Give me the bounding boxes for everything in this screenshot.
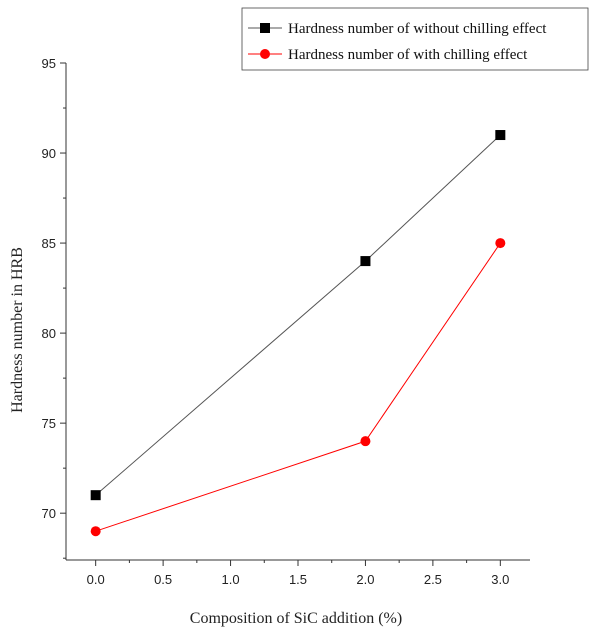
series-1-point-2 <box>495 238 506 249</box>
legend-label-1: Hardness number of with chilling effect <box>288 47 528 63</box>
series-0 <box>90 130 506 501</box>
y-tick-label-2: 80 <box>42 326 56 341</box>
legend: Hardness number of without chilling effe… <box>241 7 589 71</box>
series-1-point-0 <box>90 526 101 537</box>
legend-marker-0 <box>260 23 270 33</box>
series-0-line <box>95 134 501 496</box>
series-0-point-0 <box>90 490 101 501</box>
series-1-line <box>95 242 501 532</box>
y-tick-label-0: 70 <box>42 506 56 521</box>
legend-label-0: Hardness number of without chilling effe… <box>288 21 547 37</box>
series-1 <box>90 238 506 537</box>
series-0-point-1 <box>360 256 371 267</box>
legend-marker-1 <box>260 49 270 59</box>
x-tick-label-1: 0.5 <box>154 572 172 587</box>
legend-box <box>241 7 589 71</box>
axes <box>65 63 530 561</box>
x-tick-label-3: 1.5 <box>289 572 307 587</box>
x-tick-label-2: 1.0 <box>222 572 240 587</box>
x-tick-label-4: 2.0 <box>356 572 374 587</box>
x-tick-label-0: 0.0 <box>87 572 105 587</box>
series-0-point-2 <box>495 130 506 141</box>
y-tick-label-4: 90 <box>42 146 56 161</box>
y-tick-label-5: 95 <box>42 56 56 71</box>
series-layer <box>90 130 506 537</box>
y-tick-label-3: 85 <box>42 236 56 251</box>
x-tick-label-6: 3.0 <box>491 572 509 587</box>
x-tick-label-5: 2.5 <box>424 572 442 587</box>
y-axis-title: Hardness number in HRB <box>9 247 26 413</box>
y-tick-label-1: 75 <box>42 416 56 431</box>
series-1-point-1 <box>360 436 371 447</box>
ticks: 70 75 80 85 90 95 0.0 0.5 1.0 1.5 2.0 2.5 3.0 <box>42 56 510 587</box>
x-axis-title: Composition of SiC addition (%) <box>190 610 402 627</box>
legend-entry-0: Hardness number of without chilling effe… <box>248 21 547 37</box>
legend-entry-1: Hardness number of with chilling effect <box>248 47 528 63</box>
